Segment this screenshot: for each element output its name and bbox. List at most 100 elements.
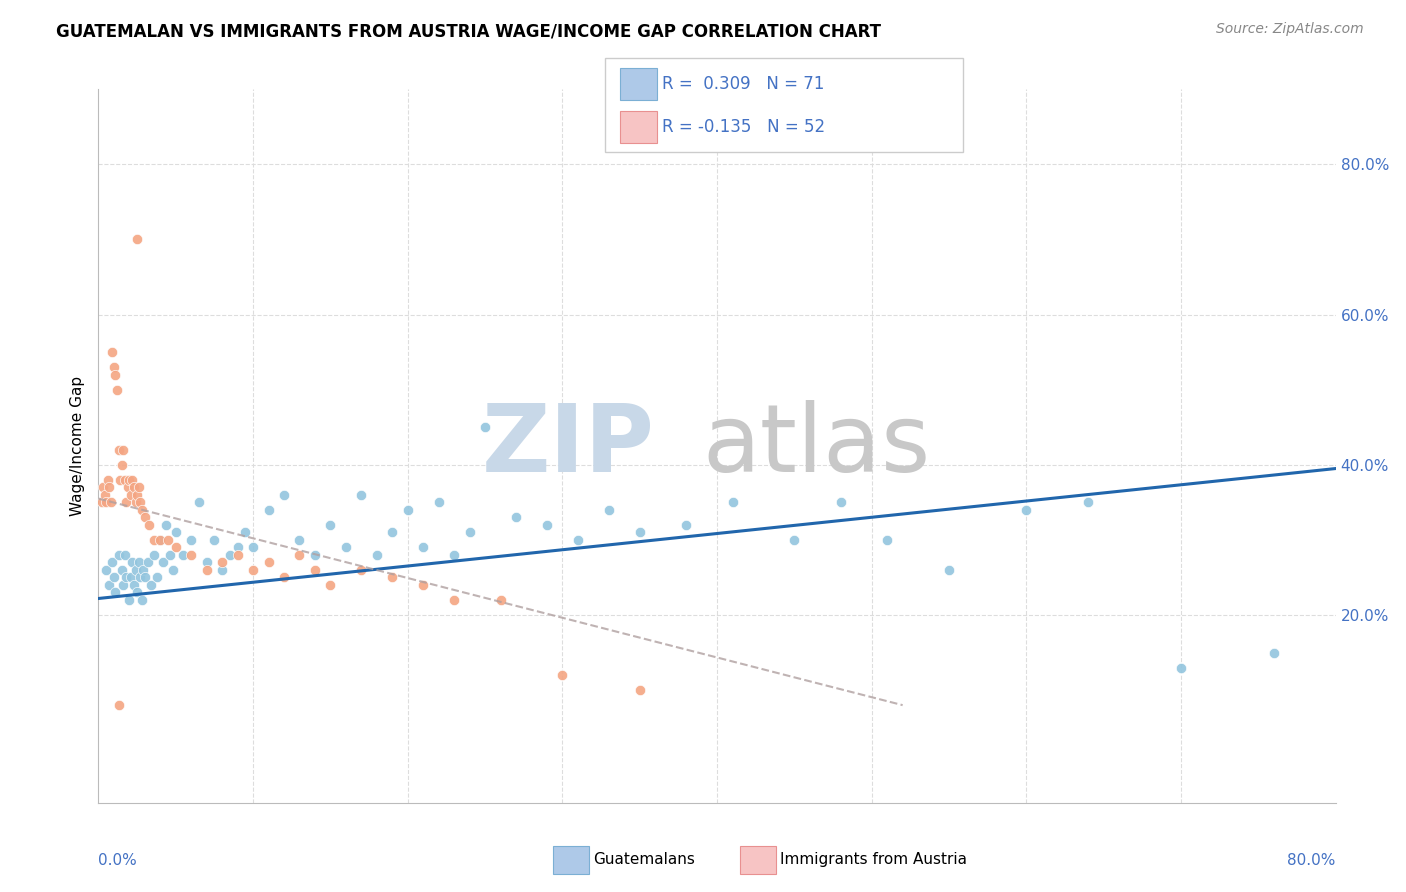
Point — [121, 473, 143, 487]
Point — [226, 548, 249, 562]
Point — [235, 525, 257, 540]
Point — [101, 556, 124, 570]
Point — [257, 556, 280, 570]
Point — [257, 503, 280, 517]
Point — [675, 517, 697, 532]
Point — [783, 533, 806, 547]
Point — [107, 698, 129, 713]
Point — [131, 503, 153, 517]
Point — [412, 541, 434, 555]
Point — [112, 578, 135, 592]
Point — [108, 473, 131, 487]
Point — [551, 668, 574, 682]
Point — [188, 495, 211, 509]
Point — [115, 570, 138, 584]
Point — [131, 593, 153, 607]
Point — [127, 232, 149, 246]
Point — [628, 683, 651, 698]
Point — [412, 578, 434, 592]
Point — [117, 480, 139, 494]
Point — [134, 510, 156, 524]
Point — [319, 517, 342, 532]
Point — [319, 578, 342, 592]
Point — [122, 578, 145, 592]
Point — [111, 563, 134, 577]
Point — [139, 578, 162, 592]
Point — [127, 585, 149, 599]
Point — [211, 556, 233, 570]
Point — [132, 563, 155, 577]
Point — [124, 563, 146, 577]
Point — [536, 517, 558, 532]
Point — [149, 533, 172, 547]
Point — [366, 548, 388, 562]
Point — [101, 345, 124, 359]
Point — [173, 548, 195, 562]
Point — [143, 533, 166, 547]
Point — [98, 480, 121, 494]
Point — [104, 368, 127, 382]
Text: atlas: atlas — [702, 400, 931, 492]
Point — [350, 563, 373, 577]
Point — [304, 563, 326, 577]
Text: ZIP: ZIP — [482, 400, 655, 492]
Point — [128, 556, 150, 570]
Point — [107, 548, 129, 562]
Point — [598, 503, 620, 517]
Point — [226, 541, 249, 555]
Point — [1077, 495, 1099, 509]
Point — [155, 517, 177, 532]
Text: GUATEMALAN VS IMMIGRANTS FROM AUSTRIA WAGE/INCOME GAP CORRELATION CHART: GUATEMALAN VS IMMIGRANTS FROM AUSTRIA WA… — [56, 22, 882, 40]
Text: Source: ZipAtlas.com: Source: ZipAtlas.com — [1216, 22, 1364, 37]
Point — [103, 360, 125, 375]
Point — [149, 533, 172, 547]
Point — [165, 541, 187, 555]
Point — [91, 480, 114, 494]
Point — [180, 548, 202, 562]
Point — [288, 533, 311, 547]
Point — [143, 548, 166, 562]
Point — [876, 533, 898, 547]
Point — [122, 480, 145, 494]
Text: 0.0%: 0.0% — [98, 853, 138, 868]
Point — [118, 473, 141, 487]
Point — [443, 548, 465, 562]
Point — [350, 488, 373, 502]
Point — [114, 473, 136, 487]
Point — [721, 495, 744, 509]
Point — [115, 495, 138, 509]
Point — [105, 383, 128, 397]
Point — [830, 495, 852, 509]
Text: Guatemalans: Guatemalans — [593, 853, 695, 867]
Point — [104, 585, 127, 599]
Point — [288, 548, 311, 562]
Point — [628, 525, 651, 540]
Point — [128, 480, 150, 494]
Point — [118, 593, 141, 607]
Point — [98, 578, 121, 592]
Point — [162, 563, 184, 577]
Point — [114, 548, 136, 562]
Point — [195, 556, 218, 570]
Point — [443, 593, 465, 607]
Point — [489, 593, 512, 607]
Point — [505, 510, 527, 524]
Text: Immigrants from Austria: Immigrants from Austria — [780, 853, 967, 867]
Point — [381, 525, 404, 540]
Point — [112, 442, 135, 457]
Point — [96, 495, 118, 509]
Point — [120, 570, 142, 584]
Point — [152, 556, 174, 570]
Text: 80.0%: 80.0% — [1288, 853, 1336, 868]
Point — [273, 570, 295, 584]
Point — [124, 495, 146, 509]
Point — [159, 548, 181, 562]
Point — [180, 533, 202, 547]
Point — [938, 563, 960, 577]
Point — [335, 541, 357, 555]
Point — [136, 556, 159, 570]
Point — [219, 548, 242, 562]
Point — [381, 570, 404, 584]
Point — [129, 495, 152, 509]
Point — [138, 517, 160, 532]
